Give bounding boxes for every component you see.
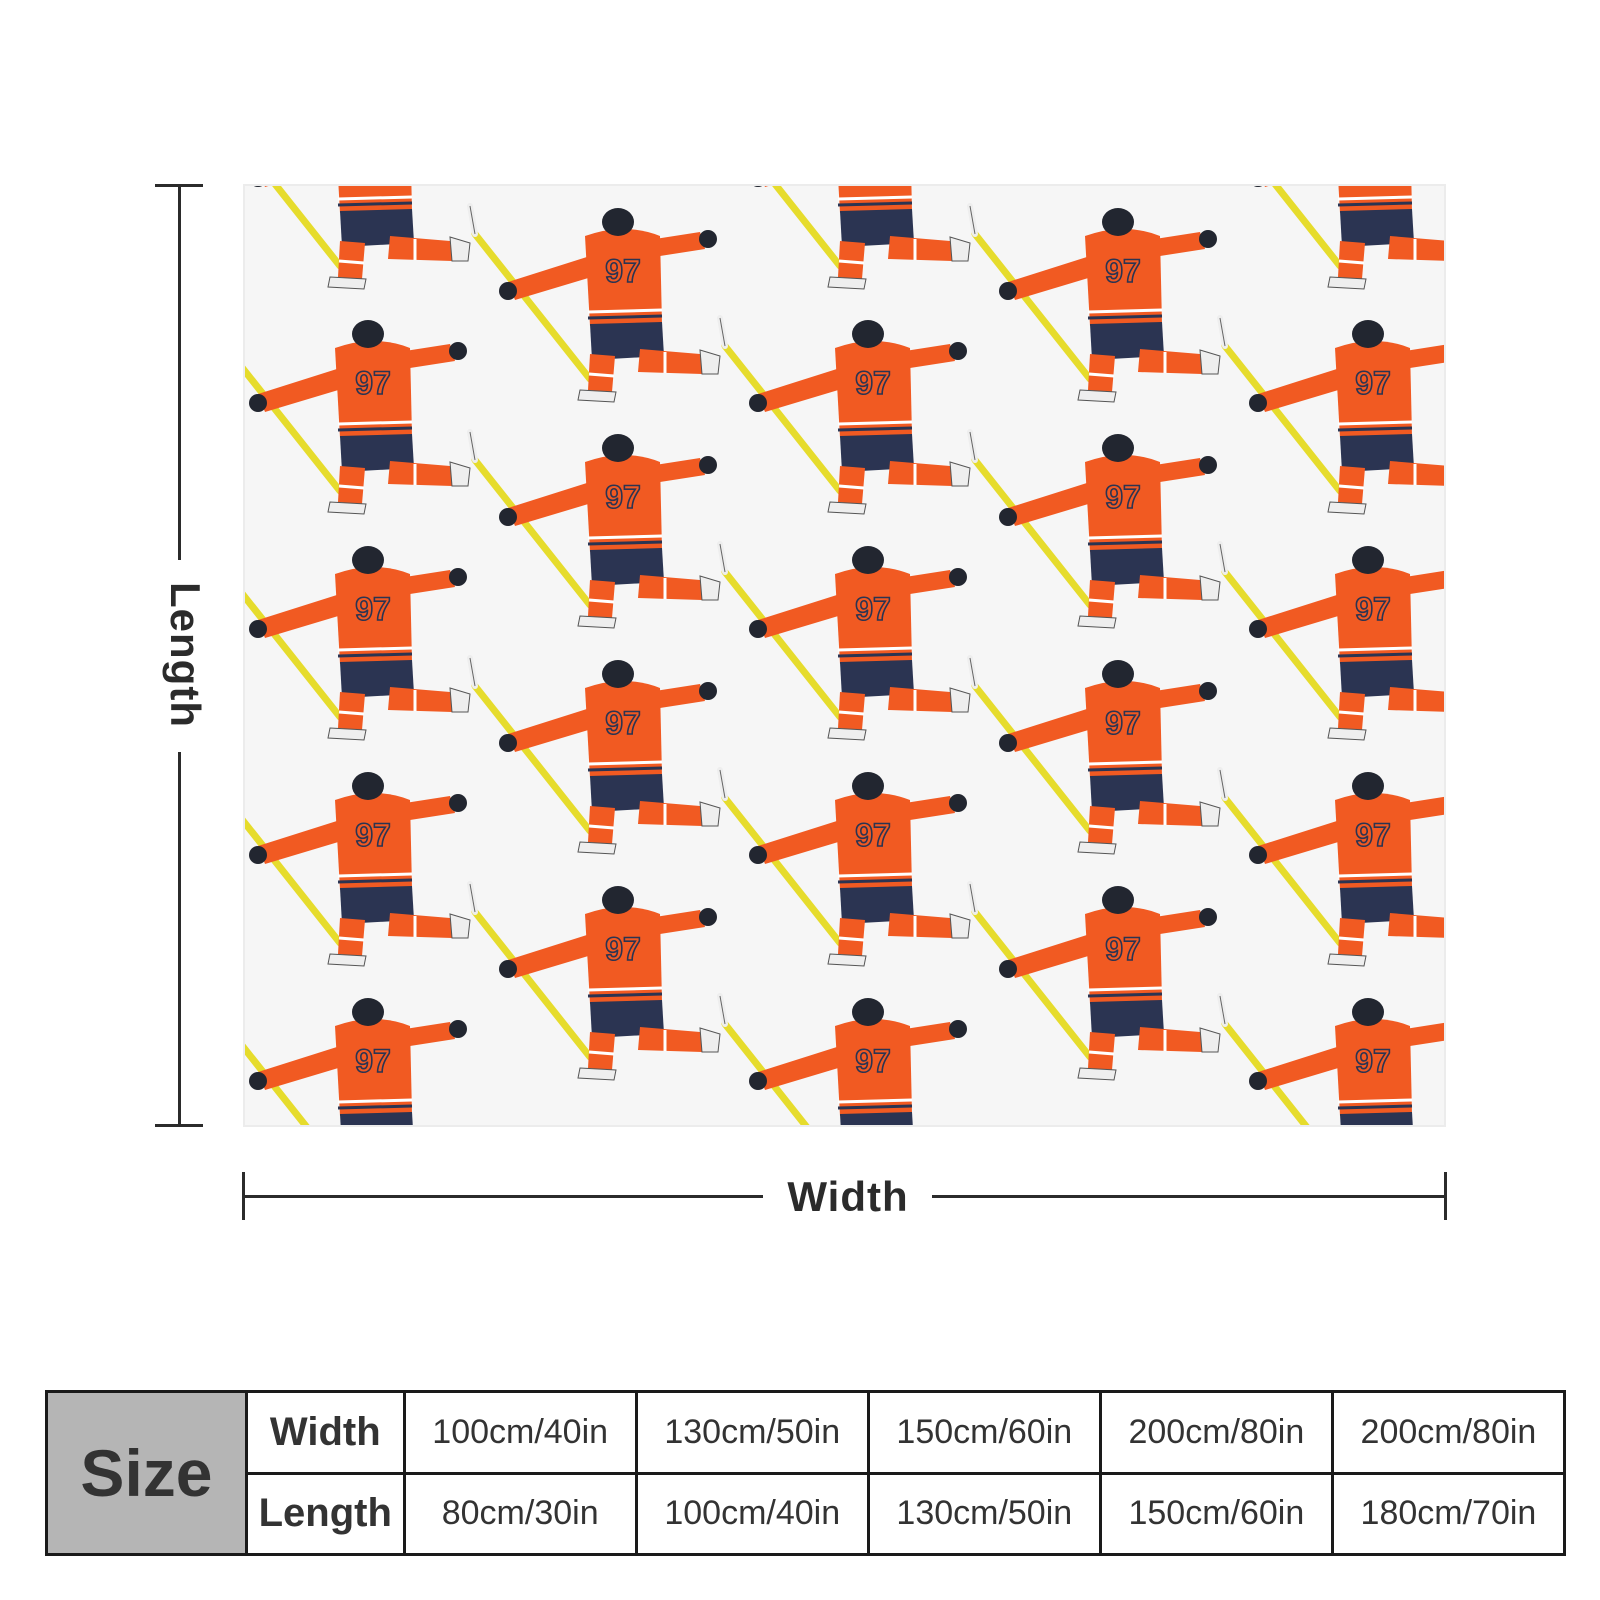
table-cell: 100cm/40in [634,1471,870,1556]
table-cell: 100cm/40in [402,1390,638,1475]
table-cell: 80cm/30in [402,1471,638,1556]
hockey-player-motif [720,770,970,966]
size-header-cell: Size [45,1390,248,1556]
length-label: Length [162,582,209,728]
length-dimension-line-top [178,184,181,560]
hockey-player-motif [470,658,720,854]
table-cell: 200cm/80in [1330,1390,1567,1475]
hockey-player-motif [970,884,1220,1080]
blanket-print: 97 [243,184,1446,1127]
hockey-player-pattern: 97 [245,186,1446,1127]
hockey-player-motif [970,432,1220,628]
hockey-player-motif [1220,770,1446,966]
hockey-player-motif [720,318,970,514]
width-row-label: Width [244,1390,406,1475]
table-cell: 130cm/50in [866,1471,1102,1556]
table-row-length: Length 80cm/30in 100cm/40in 130cm/50in 1… [47,1471,1567,1556]
hockey-player-motif [1220,544,1446,740]
hockey-player-motif [245,996,470,1127]
length-dimension-cap-bottom [155,1124,203,1127]
hockey-player-motif [470,432,720,628]
table-cell: 130cm/50in [634,1390,870,1475]
hockey-player-motif [245,770,470,966]
length-row-label: Length [244,1471,406,1556]
table-row-width: Size Width 100cm/40in 130cm/50in 150cm/6… [45,1390,1567,1556]
table-cell: 150cm/60in [1098,1471,1334,1556]
table-cell: 200cm/80in [1098,1390,1334,1475]
size-table: Size Width 100cm/40in 130cm/50in 150cm/6… [45,1390,1567,1556]
hockey-player-motif [720,544,970,740]
hockey-player-motif [470,884,720,1080]
hockey-player-motif [970,658,1220,854]
length-dimension-line-bottom [178,752,181,1127]
table-cell: 180cm/70in [1330,1471,1567,1556]
hockey-player-motif [470,206,720,402]
hockey-player-motif [245,318,470,514]
width-dimension-cap-right [1444,1172,1447,1220]
hockey-player-motif [720,186,970,289]
hockey-player-motif [1220,318,1446,514]
hockey-player-motif [1220,996,1446,1127]
hockey-player-motif [720,996,970,1127]
width-dimension-line-right [932,1195,1446,1198]
hockey-player-motif [1220,186,1446,289]
hockey-player-motif [970,206,1220,402]
width-dimension-line-left [243,1195,763,1198]
hockey-player-motif [245,544,470,740]
width-label: Width [787,1173,909,1220]
hockey-player-motif [245,186,470,289]
table-cell: 150cm/60in [866,1390,1102,1475]
